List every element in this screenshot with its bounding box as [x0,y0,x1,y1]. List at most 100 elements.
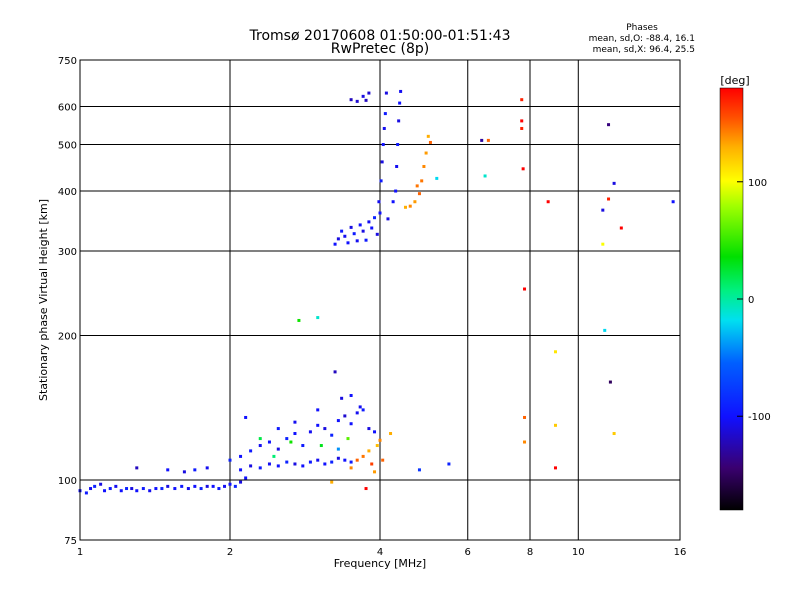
data-point [336,419,340,423]
data-point [378,211,382,215]
colorbar: [deg] 100 0 -100 [719,74,771,511]
y-tick-label: 500 [58,141,77,152]
data-point [375,444,379,448]
x-tick-label: 6 [465,547,471,558]
data-point [553,350,557,354]
data-point [258,466,262,470]
data-point [520,126,524,130]
data-point [233,484,237,488]
data-point [389,432,393,436]
data-point [249,464,253,468]
data-point [166,468,170,472]
data-point [378,438,382,442]
data-point [289,440,293,444]
data-point [211,484,215,488]
plot-frame [79,59,681,541]
y-tick-label: 750 [58,56,77,67]
data-point [205,484,209,488]
x-axis-label: Frequency [MHz] [334,557,426,570]
data-point [361,454,365,458]
data-point [373,216,377,220]
data-point [308,430,312,434]
data-point [330,460,334,464]
data-point [375,232,379,236]
data-point [346,241,350,245]
colorbar-tick-label: 100 [748,178,767,189]
data-point [276,464,280,468]
data-point [370,462,374,466]
data-point [340,396,344,400]
y-tick-label: 300 [58,247,77,258]
data-point [130,487,134,491]
data-point [447,462,451,466]
data-point [395,164,399,168]
data-point [103,489,107,493]
data-point [398,101,402,105]
y-axis-label: Stationary phase Virtual Height [km] [37,199,50,401]
data-point [293,462,297,466]
phase-info-heading: Phases [626,23,658,33]
data-point [380,160,384,164]
data-point [403,205,407,209]
data-point [193,484,197,488]
data-point [382,126,386,130]
data-point [258,444,262,448]
data-point [316,423,320,427]
data-point [108,487,112,491]
data-point [523,287,527,291]
data-point [417,192,421,196]
data-point [394,189,398,193]
data-point [619,226,623,230]
data-point [391,200,395,204]
y-tick-label: 400 [58,187,77,198]
data-point [424,151,428,155]
data-point [355,239,359,243]
data-point [285,437,289,441]
grid-lines [80,60,680,540]
data-point [349,460,353,464]
data-point [355,99,359,103]
y-tick-label: 75 [64,536,77,547]
data-point [422,164,426,168]
data-point [239,454,243,458]
data-point [285,460,289,464]
data-point [486,138,490,142]
data-point [355,458,359,462]
data-point [381,458,385,462]
data-point [336,456,340,460]
data-point [316,458,320,462]
chart-title: Tromsø 20170608 01:50:00-01:51:43 [249,28,511,44]
colorbar-tick-label: -100 [748,412,771,423]
data-point [333,370,337,374]
data-point [373,430,377,434]
data-point [244,415,248,419]
data-point [173,487,177,491]
chart-subtitle: RwPretec (8p) [331,41,429,57]
axis-ticks: 1 2 4 6 8 10 16 75 100 200 300 400 500 600 750 [58,56,686,558]
data-point [367,427,371,431]
data-point [301,444,305,448]
data-point [364,238,368,242]
data-point [367,91,371,95]
data-point [399,89,403,93]
data-point [239,480,243,484]
data-point [383,112,387,116]
data-point [205,466,209,470]
data-point [89,487,93,491]
data-point [125,487,129,491]
data-point [480,138,484,142]
data-point [361,94,365,98]
data-point [340,229,344,233]
data-point [272,454,276,458]
data-point [336,237,340,241]
data-point [417,468,421,472]
data-point [352,232,356,236]
data-point [141,487,145,491]
colorbar-label: [deg] [720,74,749,87]
y-tick-label: 100 [58,476,77,487]
data-point [267,462,271,466]
data-point [319,444,323,448]
data-point [349,98,353,102]
data-point [367,220,371,224]
